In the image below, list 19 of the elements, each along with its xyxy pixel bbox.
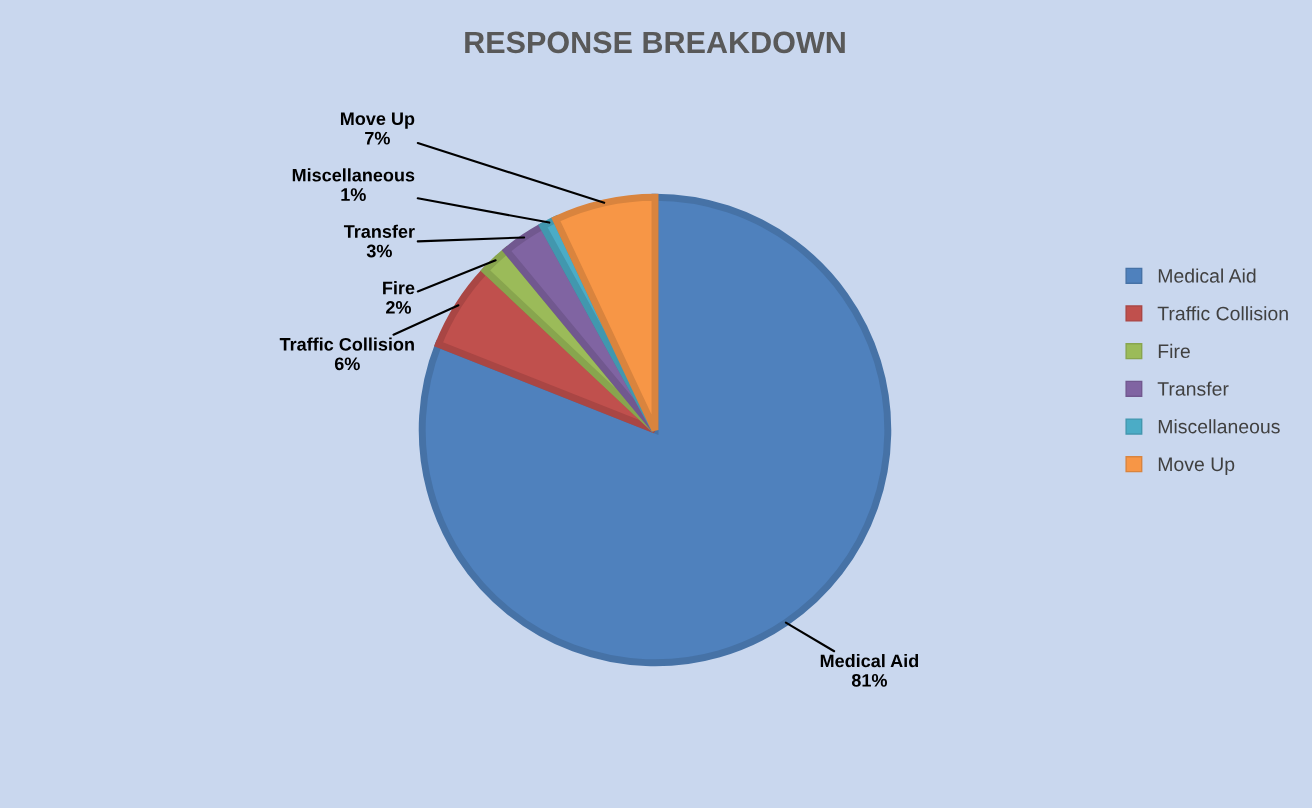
chart-title: RESPONSE BREAKDOWN xyxy=(465,31,845,54)
legend-label: Traffic Collision xyxy=(1157,306,1288,321)
slice-label: Transfer xyxy=(343,224,415,238)
slice-label: Traffic Collision xyxy=(279,337,414,351)
data-label: 6% xyxy=(334,357,360,371)
data-label: 3% xyxy=(366,244,392,258)
legend-label: Medical Aid xyxy=(1158,268,1256,283)
slice-label: Miscellaneous xyxy=(292,168,415,182)
slice-label: Fire xyxy=(383,281,415,295)
data-label: 1% xyxy=(341,188,366,201)
slice-label: Move Up xyxy=(340,112,415,129)
legend-label: Fire xyxy=(1158,343,1190,359)
data-label: 7% xyxy=(365,131,390,145)
slice-label: Medical Aid xyxy=(820,654,919,668)
data-label: 81% xyxy=(851,673,887,687)
legend-label: Miscellaneous xyxy=(1158,419,1280,434)
data-label: 2% xyxy=(386,300,412,314)
legend-label: Transfer xyxy=(1157,381,1229,396)
legend-label: Move Up xyxy=(1158,457,1235,475)
